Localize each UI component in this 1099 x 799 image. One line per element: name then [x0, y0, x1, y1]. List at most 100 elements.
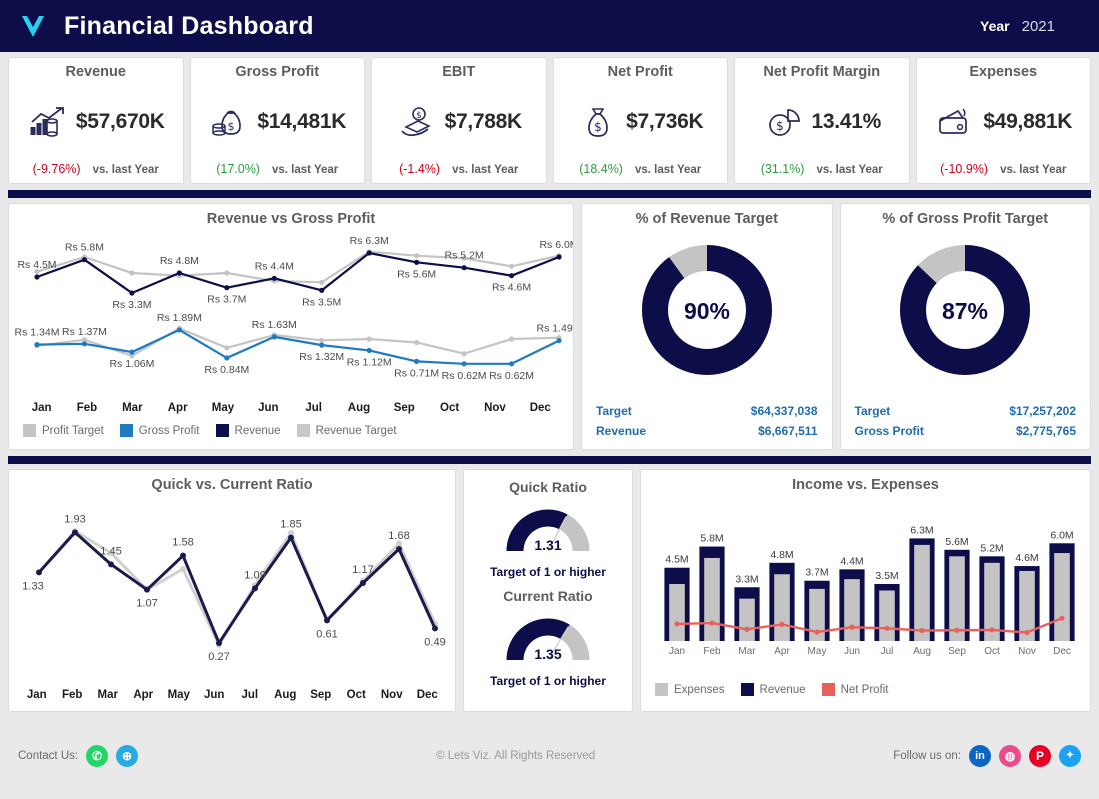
legend-item[interactable]: Gross Profit: [119, 424, 200, 437]
svg-text:6.3M: 6.3M: [910, 524, 933, 536]
chart-title: % of Revenue Target: [635, 211, 778, 227]
month-label: Nov: [484, 402, 506, 414]
legend-swatch: [23, 424, 36, 437]
svg-text:Rs 4.6M: Rs 4.6M: [492, 282, 531, 294]
gauge-value: 1.31: [534, 537, 561, 553]
gauge-target-text: Target of 1 or higher: [490, 565, 606, 579]
panel-quick-vs-current-ratio: Quick vs. Current Ratio 1.33 1.93 1.45 1.07…: [8, 469, 456, 712]
dribbble-icon[interactable]: ◍: [999, 744, 1021, 767]
donut-center-label: 90%: [684, 298, 730, 324]
svg-text:Rs 0.71M: Rs 0.71M: [394, 367, 439, 379]
month-label: May: [808, 646, 827, 657]
svg-text:$: $: [594, 120, 602, 134]
svg-text:1.93: 1.93: [64, 513, 85, 525]
svg-text:$: $: [228, 120, 235, 133]
panel-revenue-vs-gross-profit: Revenue vs Gross Profit Rs 4.5M Rs 5.8M Rs…: [8, 203, 574, 450]
month-label: Oct: [346, 689, 366, 701]
chart-legend: Expenses Revenue Net Profit: [641, 673, 1090, 696]
legend-item[interactable]: Profit Target: [23, 424, 104, 437]
kpi-card-net-profit[interactable]: Net Profit $ $7,736K (18.4%) vs. last Ye…: [552, 57, 728, 184]
svg-text:Rs 3.5M: Rs 3.5M: [302, 296, 341, 308]
contact-label: Contact Us:: [18, 749, 79, 762]
revenue-vs-gross-profit-chart: Rs 4.5M Rs 5.8M Rs 3.3M Rs 4.8M Rs 3.7M Rs 4.…: [15, 235, 573, 382]
contact-group: Contact Us: ✆ ⊕: [18, 744, 139, 767]
donut-row-value: $6,667,511: [758, 424, 818, 438]
legend-label: Revenue: [234, 424, 281, 437]
svg-text:0.49: 0.49: [424, 636, 445, 648]
svg-text:Rs 1.12M: Rs 1.12M: [347, 356, 392, 368]
svg-text:Rs 6.3M: Rs 6.3M: [350, 235, 389, 247]
kpi-comparison-label: vs. last Year: [1000, 164, 1067, 176]
svg-text:Rs 1.63M: Rs 1.63M: [252, 319, 297, 331]
kpi-card-net-profit-margin[interactable]: Net Profit Margin $ 13.41% (31.1%) vs. l…: [734, 57, 910, 184]
kpi-delta: (17.0%): [216, 162, 260, 176]
month-label: Mar: [97, 689, 118, 701]
svg-text:Rs 1.89M: Rs 1.89M: [157, 312, 202, 324]
legend-label: Revenue: [759, 683, 806, 696]
year-value[interactable]: 2021: [1021, 17, 1055, 35]
globe-icon[interactable]: ⊕: [116, 744, 139, 767]
kpi-value: $7,736K: [626, 110, 704, 133]
svg-text:1.07: 1.07: [136, 598, 157, 610]
year-selector[interactable]: Year 2021: [980, 18, 1083, 35]
legend-swatch: [821, 683, 835, 696]
donut-row-value: $17,257,202: [1009, 404, 1076, 418]
kpi-card-gross-profit[interactable]: Gross Profit $ $14,481K (17.0%) vs. la: [189, 57, 365, 184]
pinterest-icon[interactable]: P: [1029, 744, 1051, 767]
twitter-icon[interactable]: ✦: [1059, 744, 1081, 767]
month-label: May: [167, 689, 190, 701]
bottom-row: Quick vs. Current Ratio 1.33 1.93 1.45 1.07…: [0, 464, 1099, 712]
quick-ratio-gauge: 1.31: [506, 509, 590, 553]
legend-item[interactable]: Revenue: [740, 683, 806, 696]
svg-text:1.58: 1.58: [172, 537, 193, 549]
month-label: Mar: [738, 646, 756, 657]
svg-text:0.61: 0.61: [316, 628, 337, 640]
current-ratio-gauge: 1.35: [506, 618, 590, 662]
svg-text:Rs 0.84M: Rs 0.84M: [204, 364, 249, 376]
kpi-title: Net Profit Margin: [763, 64, 881, 80]
legend-label: Gross Profit: [138, 424, 200, 437]
kpi-comparison-label: vs. last Year: [271, 164, 339, 176]
legend-item[interactable]: Net Profit: [821, 683, 889, 696]
legend-label: Profit Target: [42, 424, 104, 437]
chart-title: % of Gross Profit Target: [882, 211, 1049, 227]
kpi-card-revenue[interactable]: Revenue $57,670K (-9.76%) vs. last Ye: [8, 57, 184, 184]
donut-row: Target $17,257,202: [855, 401, 1077, 421]
legend-item[interactable]: Expenses: [655, 683, 725, 696]
chart-title: Revenue vs Gross Profit: [206, 211, 376, 227]
kpi-card-expenses[interactable]: Expenses $49,881K (-10.9%) vs. last Year: [915, 57, 1091, 184]
year-label: Year: [980, 17, 1010, 34]
pie-dollar-icon: $: [763, 102, 805, 142]
copyright-text: © Lets Viz. All Rights Reserved: [436, 749, 596, 762]
legend-item[interactable]: Revenue Target: [296, 424, 397, 437]
app-header: Financial Dashboard Year 2021: [0, 0, 1099, 52]
linkedin-icon[interactable]: in: [969, 744, 991, 767]
kpi-row: Revenue $57,670K (-9.76%) vs. last Ye: [0, 52, 1099, 184]
month-label: Sep: [310, 689, 332, 701]
month-label: Dec: [1053, 646, 1071, 657]
legend-swatch: [215, 424, 229, 437]
kpi-value: 13.41%: [811, 110, 882, 133]
month-label: Apr: [133, 689, 154, 701]
gauge-title: Quick Ratio: [509, 479, 587, 495]
legend-swatch: [296, 424, 310, 437]
panel-revenue-target: % of Revenue Target 90% Target $64,337,0…: [581, 203, 833, 450]
whatsapp-icon[interactable]: ✆: [86, 744, 109, 767]
donut-row-label: Gross Profit: [854, 424, 924, 438]
month-label: Feb: [62, 689, 83, 701]
panel-gross-profit-target: % of Gross Profit Target 87% Target $17,…: [839, 203, 1091, 450]
chart-title: Quick vs. Current Ratio: [151, 477, 313, 493]
month-label: Feb: [76, 402, 98, 414]
month-label: Oct: [440, 402, 460, 414]
svg-text:5.8M: 5.8M: [700, 533, 723, 545]
legend-item[interactable]: Revenue: [215, 424, 281, 437]
month-label: Jun: [204, 689, 225, 701]
month-label: Sep: [393, 402, 415, 414]
svg-text:1.17: 1.17: [352, 564, 373, 576]
kpi-card-ebit[interactable]: EBIT $ $7,788K (-1.4%) vs. last Year: [371, 57, 547, 184]
month-label: Dec: [529, 402, 551, 414]
svg-text:Rs 5.6M: Rs 5.6M: [397, 268, 436, 280]
svg-text:Rs 4.8M: Rs 4.8M: [160, 255, 199, 267]
svg-text:Rs 1.32M: Rs 1.32M: [299, 351, 344, 363]
svg-text:$: $: [776, 119, 784, 133]
